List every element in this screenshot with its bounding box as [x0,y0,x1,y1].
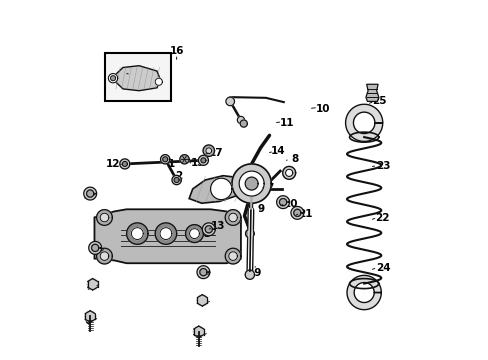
Polygon shape [163,157,167,162]
Polygon shape [228,252,237,260]
Polygon shape [131,228,143,239]
Polygon shape [126,223,148,244]
Polygon shape [120,159,130,169]
Text: 16: 16 [169,46,183,57]
Polygon shape [244,270,254,279]
Text: 23: 23 [375,161,389,171]
Polygon shape [231,164,271,203]
Polygon shape [225,210,241,225]
Text: 5: 5 [86,282,94,292]
Text: 21: 21 [297,209,312,219]
Polygon shape [83,187,97,200]
Polygon shape [180,155,189,164]
Polygon shape [100,213,108,222]
Polygon shape [282,166,295,179]
Text: 2: 2 [174,171,182,181]
Text: 10: 10 [315,104,330,113]
Bar [105,53,171,102]
Polygon shape [205,226,212,233]
Polygon shape [346,275,381,310]
Polygon shape [84,311,96,321]
Text: 15: 15 [190,158,205,168]
Polygon shape [276,196,289,208]
Polygon shape [100,252,108,260]
Text: 6: 6 [194,330,201,341]
Text: 22: 22 [374,212,388,222]
Polygon shape [160,155,169,164]
Polygon shape [279,199,286,206]
Polygon shape [205,148,211,154]
Polygon shape [244,177,258,190]
Polygon shape [245,229,254,238]
Text: 5: 5 [198,298,205,308]
Polygon shape [111,66,160,91]
Polygon shape [196,296,207,305]
Polygon shape [197,266,209,279]
Polygon shape [94,216,118,222]
Polygon shape [189,229,199,238]
Text: 4: 4 [90,247,97,257]
Text: 20: 20 [283,199,297,209]
Polygon shape [155,223,176,244]
Polygon shape [198,156,208,165]
Polygon shape [290,206,303,219]
Polygon shape [193,327,204,337]
Polygon shape [201,158,205,163]
Text: 6: 6 [84,316,91,326]
Text: 17: 17 [208,148,223,158]
Polygon shape [108,73,118,83]
Polygon shape [293,209,300,216]
Polygon shape [122,161,127,166]
Polygon shape [88,242,102,254]
Polygon shape [185,225,203,243]
Polygon shape [365,84,378,102]
Polygon shape [202,223,215,236]
Polygon shape [225,97,234,106]
Polygon shape [200,269,206,276]
Polygon shape [240,120,247,127]
Polygon shape [174,177,179,183]
Text: 18: 18 [112,68,126,78]
Text: 1: 1 [167,159,175,169]
Polygon shape [203,145,214,157]
Polygon shape [110,76,115,81]
Polygon shape [217,216,241,222]
Polygon shape [86,190,94,197]
Text: 25: 25 [371,96,386,107]
Polygon shape [239,171,264,196]
Polygon shape [97,210,112,225]
Text: 8: 8 [290,154,298,163]
Polygon shape [285,169,292,176]
Text: 3: 3 [83,191,91,201]
Text: 13: 13 [210,221,224,231]
Text: 11: 11 [280,118,294,128]
Polygon shape [345,104,382,141]
Polygon shape [160,228,171,239]
Polygon shape [97,248,112,264]
Polygon shape [210,178,231,200]
Polygon shape [91,244,99,251]
Text: 19: 19 [247,268,262,278]
Polygon shape [225,248,241,264]
Polygon shape [228,213,237,222]
Text: 7: 7 [265,183,273,193]
Text: 9: 9 [257,203,264,213]
Polygon shape [237,116,244,123]
Text: 14: 14 [270,147,285,157]
Polygon shape [172,175,181,185]
Polygon shape [155,78,162,85]
Polygon shape [189,176,249,203]
Text: 12: 12 [105,159,120,169]
Text: 4: 4 [198,271,205,281]
Polygon shape [94,209,241,263]
Text: 3: 3 [203,229,210,239]
Text: 24: 24 [375,262,389,273]
Polygon shape [87,279,98,289]
